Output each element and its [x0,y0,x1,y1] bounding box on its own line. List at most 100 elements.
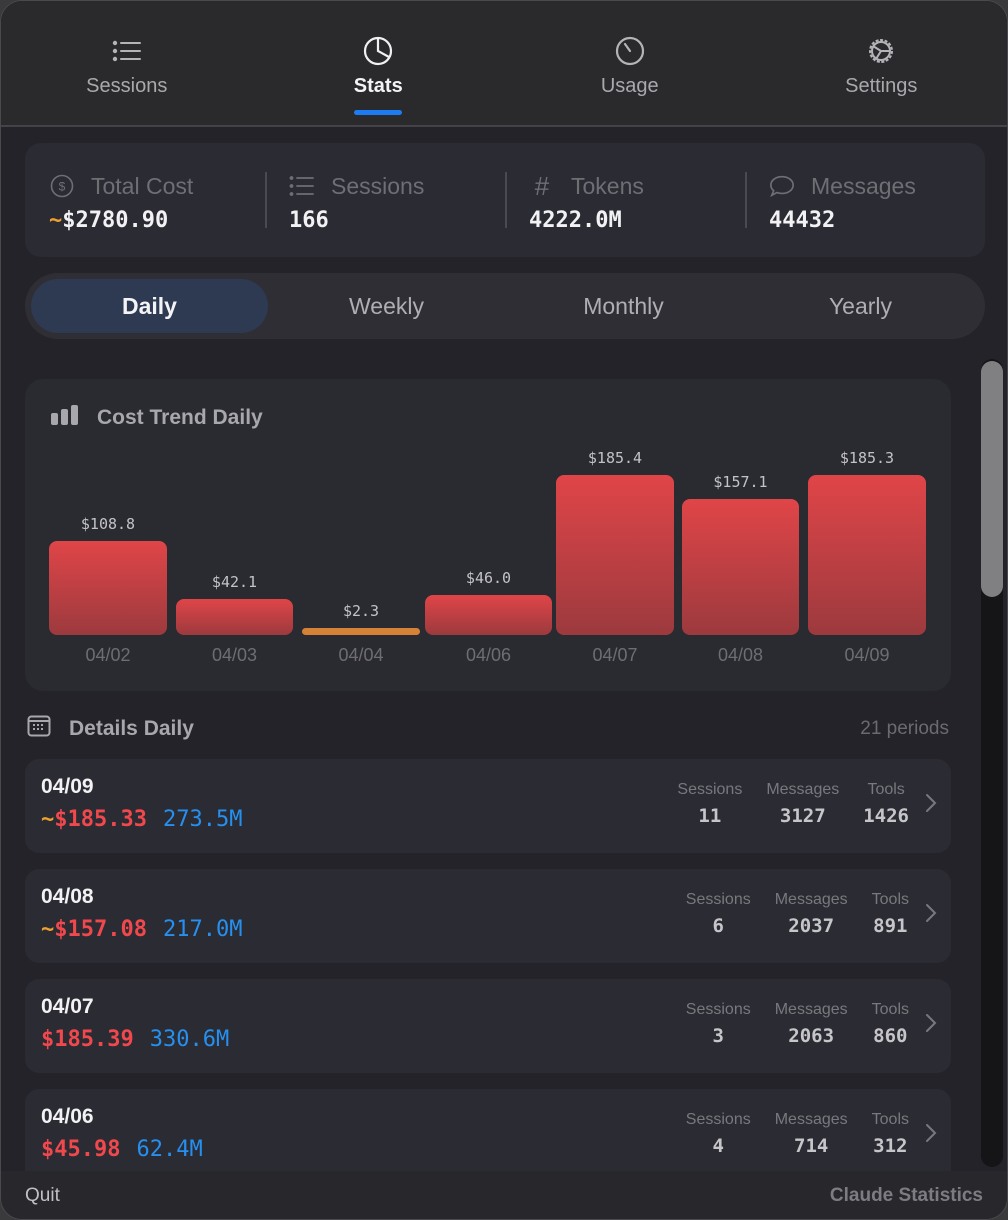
bar-value-label: $185.3 [839,449,895,467]
chart-bar[interactable] [808,475,926,635]
tab-label: Sessions [86,75,168,97]
summary-value: 4222.0M [529,208,622,233]
chevron-right-icon [925,903,937,928]
stat-label: Sessions [685,1001,751,1018]
list-icon [289,173,315,199]
chart-bar[interactable] [556,475,674,635]
row-tools: Tools 312 [872,1111,909,1157]
row-cost: $185.39 [41,1027,134,1052]
row-cost: $185.33 [54,807,147,832]
summary-label: Tokens [571,172,644,199]
chart-bar[interactable] [176,599,293,635]
footer: Quit Claude Statistics [1,1171,1007,1219]
summary-card: $ Total Cost ~$2780.90 Sessions 166 # [25,143,985,257]
tab-usage[interactable]: Usage [504,1,756,125]
scrollbar-track[interactable] [981,359,1003,1167]
period-row[interactable]: 04/09 ~ $185.33 273.5M Sessions 11 Messa… [25,759,951,853]
approx-marker: ~ [49,208,63,233]
bar-value-label: $185.4 [587,449,643,467]
row-messages: Messages 714 [775,1111,848,1157]
chart-bar[interactable] [302,628,420,635]
hash-icon: # [534,170,550,201]
period-row[interactable]: 04/06 $45.98 62.4M Sessions 4 Messages 7… [25,1089,951,1183]
stat-label: Messages [774,891,848,908]
row-tools: Tools 891 [872,891,909,937]
row-sessions: Sessions 3 [686,1001,751,1047]
app-name: Claude Statistics [829,1185,983,1206]
scrollbar-thumb[interactable] [981,361,1003,597]
row-date: 04/08 [41,885,94,908]
tab-bar: Sessions Stats Usage [1,1,1007,127]
list-icon [111,35,143,67]
row-tokens: 273.5M [162,807,243,832]
row-tools: Tools 1426 [863,781,909,827]
summary-label: Messages [811,172,916,199]
row-sessions: Sessions 11 [677,781,742,827]
stat-value: 860 [873,1025,908,1047]
row-tools: Tools 860 [872,1001,909,1047]
details-header: Details Daily 21 periods [27,715,949,743]
speech-bubble-icon [769,173,795,199]
stat-label: Messages [774,1111,848,1128]
summary-value: 166 [289,208,329,233]
stat-value: 2063 [788,1025,835,1047]
tab-label: Settings [845,75,918,97]
bar-date-label: 04/03 [211,645,258,665]
stat-label: Tools [871,1111,909,1128]
pie-chart-icon [362,35,394,67]
stat-value: 3 [712,1025,724,1047]
gauge-icon [614,35,646,67]
bar-value-label: $2.3 [342,602,380,620]
chart-bar[interactable] [425,595,552,635]
tab-settings[interactable]: Settings [756,1,1008,125]
stat-value: 2037 [788,915,835,937]
bar-chart: $108.8 $42.1 $2.3 $46.0 $185.4 $157.1 $185.3 [49,449,929,635]
chart-bar[interactable] [49,541,167,635]
cost-trend-card: Cost Trend Daily $108.8 $42.1 $2.3 $46.0 $18… [25,379,951,691]
approx-marker: ~ [41,917,55,942]
bar-date-label: 04/02 [85,645,131,665]
period-row[interactable]: 04/07 $185.39 330.6M Sessions 3 Messages… [25,979,951,1073]
row-cost: $157.08 [54,917,147,942]
row-sessions: Sessions 6 [686,891,751,937]
stat-label: Sessions [685,891,751,908]
chevron-right-icon [925,1013,937,1038]
period-monthly[interactable]: Monthly [583,292,664,319]
row-date: 04/09 [41,775,94,798]
stat-value: 1426 [863,805,909,827]
approx-marker: ~ [41,807,55,832]
tab-sessions[interactable]: Sessions [1,1,253,125]
summary-value: $2780.90 [62,208,169,233]
stat-label: Tools [867,781,905,798]
stat-value: 3127 [779,805,826,827]
stat-label: Tools [871,891,909,908]
row-tokens: 62.4M [136,1137,203,1162]
bar-value-label: $46.0 [465,569,512,587]
active-tab-indicator [354,110,403,115]
dollar-circle-icon: $ [49,173,75,199]
row-tokens: 217.0M [162,917,243,942]
bar-value-label: $108.8 [80,515,136,533]
quit-button[interactable]: Quit [25,1185,60,1206]
period-daily[interactable]: Daily [31,279,268,333]
tab-label: Usage [600,75,659,97]
stat-label: Sessions [677,781,743,798]
bar-date-label: 04/07 [592,645,638,665]
period-yearly[interactable]: Yearly [828,292,893,319]
bar-date-label: 04/08 [717,645,764,665]
row-messages: Messages 3127 [766,781,839,827]
chart-bar[interactable] [682,499,799,635]
period-weekly[interactable]: Weekly [349,292,424,319]
period-row[interactable]: 04/08 ~ $157.08 217.0M Sessions 6 Messag… [25,869,951,963]
summary-total-cost: $ Total Cost ~$2780.90 [25,172,265,234]
details-title: Details Daily [69,717,194,740]
chart-title: Cost Trend Daily [97,406,263,429]
tab-stats[interactable]: Stats [253,1,505,125]
row-sessions: Sessions 4 [686,1111,751,1157]
svg-text:$: $ [59,180,66,194]
stat-value: 11 [698,805,722,827]
stat-label: Tools [871,1001,909,1018]
stat-label: Sessions [685,1111,751,1128]
stat-value: 312 [873,1135,908,1157]
